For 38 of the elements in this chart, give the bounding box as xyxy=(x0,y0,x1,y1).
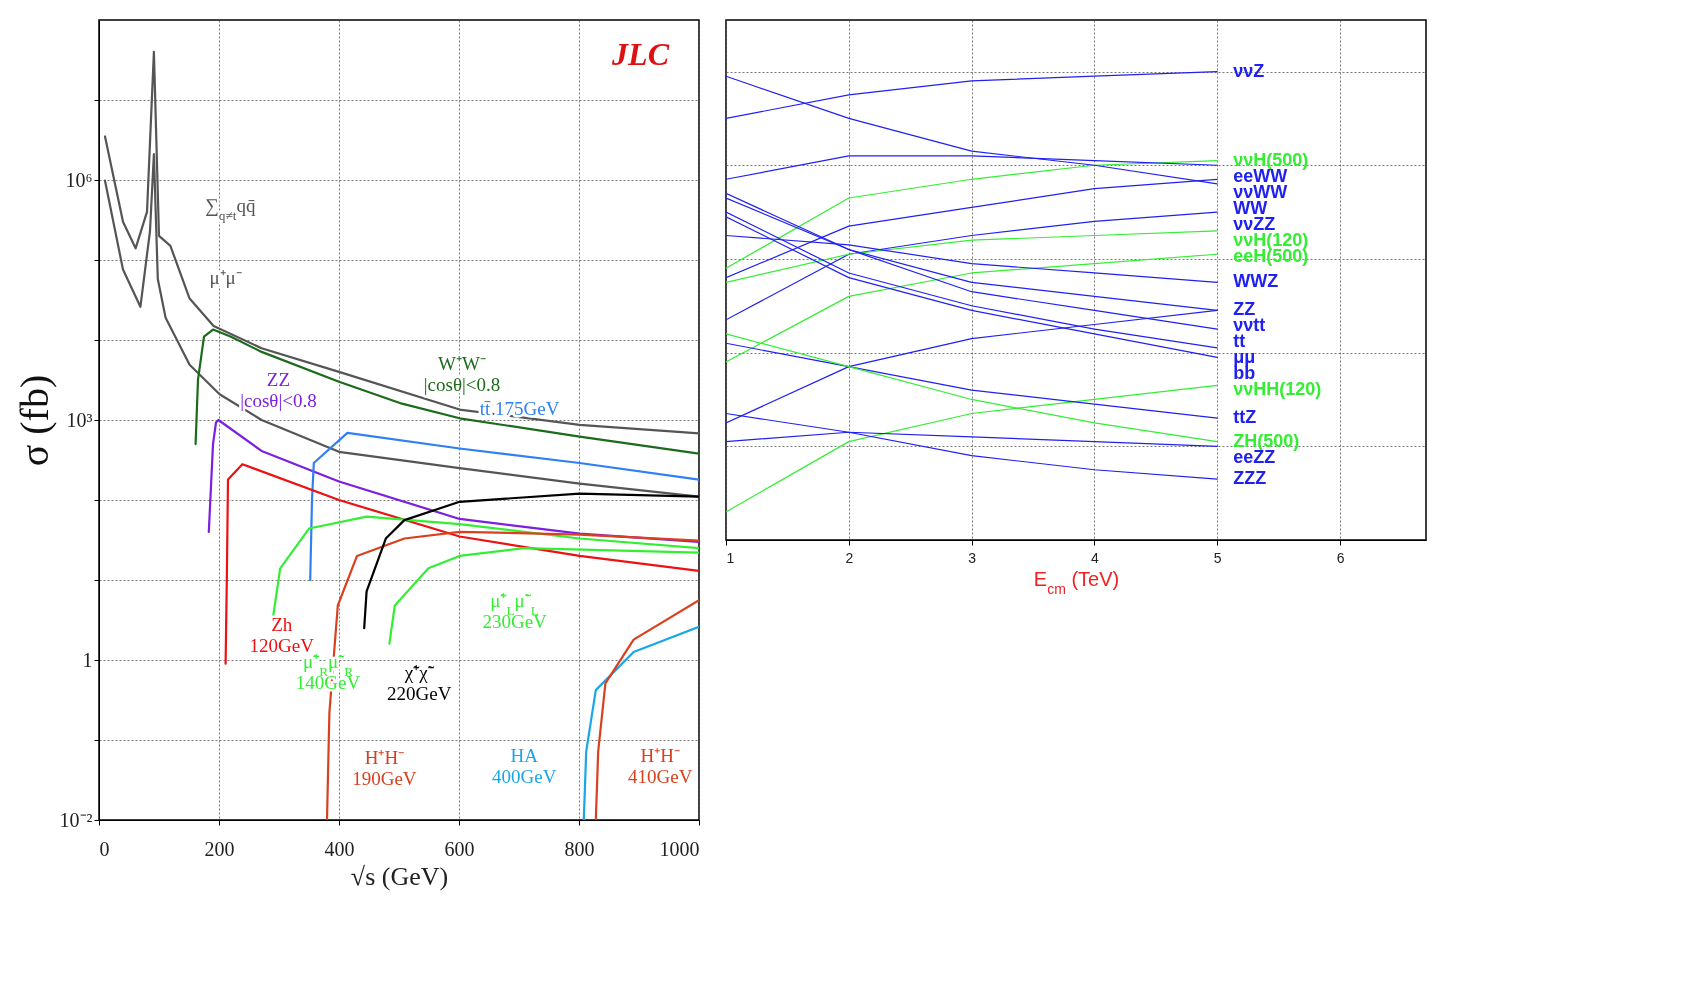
x-tick-label: 200 xyxy=(204,837,235,860)
y-tick-label: 10⁻² xyxy=(59,808,93,831)
x-axis-title: √s (GeV) xyxy=(350,861,449,891)
annotation: ∑$_{q≠t}$qq̄ xyxy=(205,194,256,223)
x-tick-label: 3 xyxy=(968,549,977,566)
x-tick-label: 4 xyxy=(1091,549,1100,566)
annotation: JLC xyxy=(611,36,670,72)
x-tick-label: 400 xyxy=(324,837,355,860)
y-axis-title: σ (fb) xyxy=(11,374,57,467)
x-axis-title: E$_{cm}$ (TeV) xyxy=(1033,567,1120,597)
annotation: Zh 120GeV xyxy=(249,614,315,656)
annotation: μ⁺μ⁻ xyxy=(209,266,242,288)
y-tick-label: 10⁶ xyxy=(65,168,93,191)
series-label: ttZ xyxy=(1233,407,1257,428)
x-tick-label: 1000 xyxy=(659,837,700,860)
y-tick-label: 1 xyxy=(82,648,93,671)
series-label: ννZ xyxy=(1233,60,1265,81)
annotation: H⁺H⁻ 190GeV xyxy=(352,746,417,789)
x-tick-label: 6 xyxy=(1336,549,1345,566)
annotation: HA 400GeV xyxy=(492,745,557,788)
annotation: W⁺W⁻ |cosθ|<0.8 xyxy=(423,352,501,395)
x-tick-label: 5 xyxy=(1213,549,1222,566)
y-tick-label: 10³ xyxy=(66,408,93,431)
series-label: ZZ xyxy=(1233,299,1256,320)
annotation: H⁺H⁻ 410GeV xyxy=(628,745,693,788)
x-tick-label: 1 xyxy=(726,549,735,566)
x-tick-label: 0 xyxy=(99,837,110,860)
series-label: ZZZ xyxy=(1233,468,1267,489)
x-tick-label: 2 xyxy=(845,549,854,566)
x-tick-label: 600 xyxy=(444,837,475,860)
series-label: WWZ xyxy=(1233,271,1279,292)
series-label: ννHH(120) xyxy=(1233,379,1322,400)
x-tick-label: 800 xyxy=(564,837,595,860)
annotation: μ̃⁺$_{L}$μ̃⁻$_{L}$ 230GeV xyxy=(482,589,548,632)
series-label: tt xyxy=(1233,331,1246,352)
series-label: ννH(500) xyxy=(1233,149,1309,170)
annotation: χ̃⁺χ̃⁻ 220GeV xyxy=(387,662,452,705)
annotation: ZZ |cosθ|<0.8 xyxy=(240,369,317,411)
